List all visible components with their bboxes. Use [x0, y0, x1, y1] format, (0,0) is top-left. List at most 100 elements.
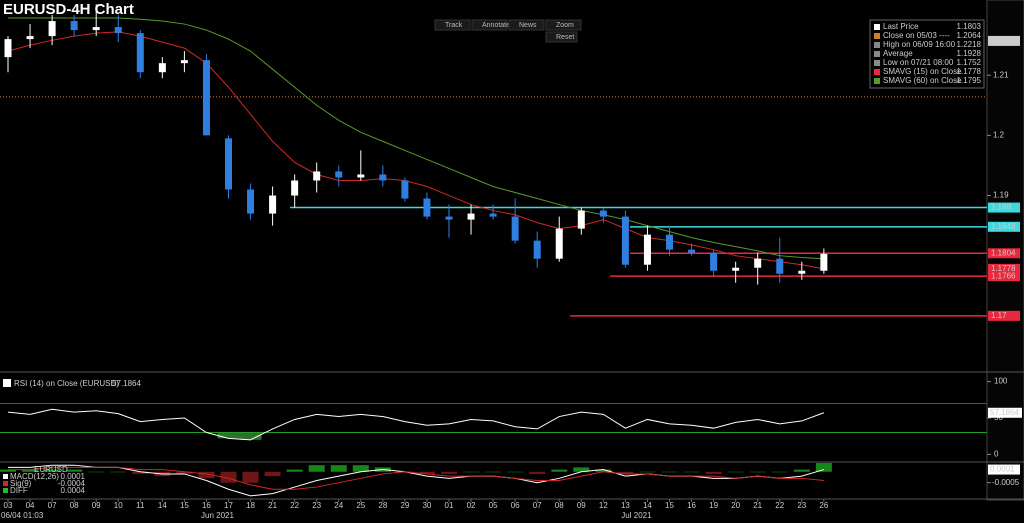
candle-body [798, 270, 806, 274]
macd-line [8, 466, 824, 490]
toolbar-button[interactable] [434, 19, 471, 31]
candle-body [225, 138, 232, 190]
macd-last: -0.0004 [58, 479, 86, 488]
legend-value: 1.1928 [957, 49, 982, 58]
toolbar-label[interactable]: Reset [556, 34, 574, 41]
diff-bar [529, 471, 546, 474]
x-tick-label: 11 [136, 501, 145, 510]
x-tick-label: 03 [4, 501, 13, 510]
month-label: Jul 2021 [621, 511, 652, 520]
diff-bar [507, 471, 524, 473]
candle-body [489, 213, 497, 217]
toolbar-label[interactable]: Track [445, 22, 463, 29]
legend-name: SMAVG (15) on Close [883, 67, 962, 76]
diff-bar [176, 471, 193, 474]
legend-swatch [874, 24, 880, 30]
x-tick-label: 17 [224, 501, 233, 510]
x-tick-label: 10 [114, 501, 123, 510]
legend-name: Average [883, 49, 913, 58]
rsi-last: 57.1864 [112, 379, 141, 388]
candle-body [555, 228, 563, 259]
candle-body [776, 258, 784, 274]
candle-body [4, 39, 12, 58]
macd-last: 0.0001 [61, 472, 86, 481]
candle-body [445, 216, 453, 220]
diff-bar [661, 471, 678, 473]
candle-body [92, 27, 100, 31]
x-tick-label: 21 [268, 501, 277, 510]
diff-bar [639, 471, 656, 473]
x-tick-label: 05 [489, 501, 498, 510]
candle-body [136, 33, 144, 73]
toolbar: Track Annotate News Zoom Reset [434, 19, 582, 43]
toolbar-button[interactable] [545, 19, 582, 31]
x-tick-label: 09 [92, 501, 101, 510]
toolbar-button[interactable] [545, 31, 578, 43]
x-tick-label: 13 [621, 501, 630, 510]
x-tick-label: 02 [467, 501, 476, 510]
diff-bar [815, 463, 832, 472]
x-tick-label: 18 [246, 501, 255, 510]
legend-swatch [874, 60, 880, 66]
y-tick-label: 0 [994, 449, 999, 458]
candle-body [533, 240, 541, 259]
x-tick-label: 14 [158, 501, 167, 510]
diff-bar [220, 471, 237, 483]
toolbar-button[interactable] [471, 19, 508, 31]
x-tick-label: 06 [511, 501, 520, 510]
toolbar-label[interactable]: Zoom [556, 22, 574, 29]
x-tick-label: 15 [665, 501, 674, 510]
plot: 1.19 1.2 1.21 1.2157 1.188 1.1848 1.1804 1.1778… [0, 4, 1022, 520]
diff-bar [463, 471, 480, 473]
candle-body [202, 60, 210, 136]
macd-title: EURUSD [34, 465, 68, 474]
legend-value: 1.2064 [957, 31, 982, 40]
legend-name: Last Price [883, 22, 919, 31]
x-tick-label: 14 [643, 501, 652, 510]
x-tick-label: 07 [48, 501, 57, 510]
candle-body [820, 253, 828, 271]
y-tick-label: 1.21 [993, 70, 1009, 79]
rsi-line [7, 408, 825, 441]
rsi-label-box [3, 379, 11, 387]
candle-body [688, 249, 696, 253]
price-label-box [988, 271, 1020, 282]
candle-body [291, 180, 299, 196]
macd-last-box [988, 464, 1020, 475]
legend-value: 1.1803 [957, 22, 982, 31]
sma-line [8, 17, 824, 260]
diff-bar [727, 471, 744, 473]
macd-last: 0.0004 [61, 486, 86, 495]
candle-body [26, 36, 34, 40]
x-tick-label: 08 [70, 501, 79, 510]
x-tick-label: 22 [775, 501, 784, 510]
x-tick-label: 09 [577, 501, 586, 510]
price-label-box [988, 202, 1020, 213]
toolbar-label[interactable]: Annotate [482, 22, 510, 29]
legend-name: High on 06/09 16:00 [883, 40, 956, 49]
price-label: 1.1848 [991, 222, 1016, 231]
price-label-box [988, 263, 1020, 274]
legend-name: Low on 07/21 08:00 [883, 58, 954, 67]
candle-body [599, 210, 607, 217]
x-tick-label: 23 [312, 501, 321, 510]
diff-bar [617, 471, 634, 474]
diff-bar [793, 469, 810, 472]
rsi-oversold [217, 432, 240, 439]
price-label: 1.1778 [991, 264, 1016, 273]
macd-name: Sig(9) [10, 479, 32, 488]
cursor-time: 06/04 01:03 [1, 511, 44, 520]
toolbar-label[interactable]: News [519, 22, 537, 29]
diff-bar [242, 471, 259, 483]
macd-last-axis: 0.0001 [990, 465, 1015, 474]
candle-body [48, 21, 56, 37]
diff-bar [551, 469, 568, 472]
price-label: 1.1766 [991, 271, 1016, 280]
legend-value: 1.2218 [957, 40, 982, 49]
toolbar-button[interactable] [508, 19, 545, 31]
month-label: Jun 2021 [201, 511, 234, 520]
x-tick-label: 28 [378, 501, 387, 510]
y-tick-label: 1.2 [993, 130, 1005, 139]
diff-bar [66, 469, 83, 472]
legend-swatch [874, 78, 880, 84]
